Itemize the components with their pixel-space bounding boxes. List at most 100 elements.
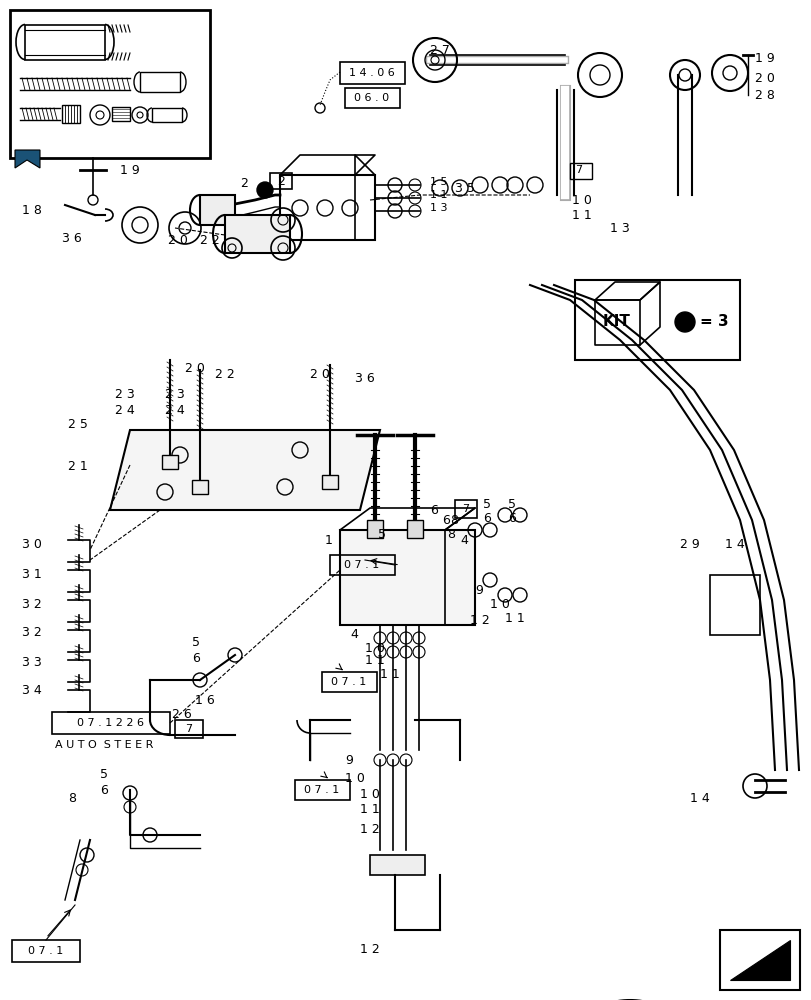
Text: 2: 2 (277, 175, 285, 188)
Bar (10, 10, 210, 158)
Bar (574, 280, 739, 360)
Text: 1 0: 1 0 (345, 772, 364, 784)
Text: 3 0: 3 0 (22, 538, 42, 552)
Text: 1 1: 1 1 (571, 209, 591, 222)
Text: 8: 8 (446, 528, 454, 542)
Bar (139, 72, 180, 92)
Text: 1: 1 (324, 534, 333, 546)
Text: 1 9: 1 9 (754, 52, 774, 65)
Text: KIT: KIT (603, 314, 630, 330)
Text: 3 1: 3 1 (22, 568, 41, 582)
Bar (175, 720, 203, 738)
Bar (112, 107, 130, 121)
Text: 2: 2 (240, 177, 247, 190)
Bar (370, 855, 424, 875)
Text: 2 0: 2 0 (168, 233, 187, 246)
Text: 1 0: 1 0 (365, 642, 384, 654)
Text: 4: 4 (350, 628, 358, 642)
Text: 2 2: 2 2 (215, 368, 234, 381)
Bar (152, 108, 182, 122)
Text: = 3: = 3 (699, 314, 727, 330)
Text: 3 2: 3 2 (22, 626, 41, 638)
Text: 6: 6 (483, 512, 491, 524)
Text: 1 2: 1 2 (470, 613, 489, 626)
Bar (294, 780, 350, 800)
Text: 2 7: 2 7 (430, 44, 449, 57)
Polygon shape (15, 150, 40, 168)
Text: 1 2: 1 2 (359, 823, 380, 836)
Text: 0 6 . 0: 0 6 . 0 (354, 93, 389, 103)
Text: 3 2: 3 2 (22, 598, 41, 611)
Text: 7: 7 (462, 504, 469, 514)
Text: 2 3: 2 3 (115, 388, 135, 401)
Polygon shape (729, 940, 789, 980)
Text: 0 7 . 1: 0 7 . 1 (304, 785, 339, 795)
Text: 0 7 . 1: 0 7 . 1 (28, 946, 63, 956)
Text: 1 3: 1 3 (609, 222, 629, 235)
Text: 2 9: 2 9 (679, 538, 699, 552)
Text: 1 1: 1 1 (430, 190, 447, 200)
Text: 8: 8 (449, 514, 457, 526)
Bar (270, 173, 292, 189)
Bar (200, 195, 234, 225)
Text: 5: 5 (100, 768, 108, 782)
Text: 1 3: 1 3 (430, 203, 447, 213)
Text: 1 0: 1 0 (571, 194, 591, 207)
Text: 1 9: 1 9 (120, 164, 139, 177)
Text: 1 2: 1 2 (360, 943, 380, 956)
Text: 2 1: 2 1 (68, 460, 88, 474)
Text: 2 0: 2 0 (185, 361, 204, 374)
Text: 5: 5 (483, 498, 491, 512)
Text: 0 7 . 1 2 2 6: 0 7 . 1 2 2 6 (77, 718, 144, 728)
Text: 5: 5 (508, 498, 515, 512)
Bar (340, 530, 474, 625)
Bar (709, 575, 759, 635)
Text: 1 1: 1 1 (365, 654, 384, 668)
Circle shape (257, 182, 272, 198)
Bar (406, 520, 423, 538)
Polygon shape (109, 430, 380, 510)
Text: 5: 5 (191, 636, 200, 650)
Bar (62, 105, 80, 123)
Bar (569, 163, 591, 179)
Text: 0 7 . 1: 0 7 . 1 (344, 560, 380, 570)
Text: 1 1: 1 1 (504, 611, 524, 624)
Text: 2 8: 2 8 (754, 89, 774, 102)
Bar (322, 672, 376, 692)
Text: 3 4: 3 4 (22, 684, 41, 696)
Bar (719, 930, 799, 990)
Text: 2 0: 2 0 (754, 72, 774, 85)
Bar (322, 475, 337, 489)
Text: 1 0: 1 0 (489, 598, 509, 611)
Text: 7: 7 (574, 165, 581, 175)
Text: 2 2: 2 2 (200, 233, 220, 246)
Text: 7: 7 (185, 724, 192, 734)
Text: 1 1: 1 1 (359, 803, 380, 816)
Text: 6: 6 (441, 514, 449, 526)
Text: 6: 6 (100, 784, 108, 796)
Bar (454, 500, 476, 518)
Text: 9: 9 (474, 584, 483, 596)
Bar (52, 712, 169, 734)
Text: 1 6: 1 6 (195, 694, 214, 706)
Text: 1 5: 1 5 (430, 177, 447, 187)
Text: 2 3: 2 3 (165, 388, 185, 401)
Bar (367, 520, 383, 538)
Text: 5: 5 (378, 528, 385, 542)
Circle shape (674, 312, 694, 332)
Text: 2 6: 2 6 (172, 708, 191, 721)
Text: 2 4: 2 4 (115, 403, 135, 416)
Text: 8: 8 (68, 791, 76, 804)
Bar (25, 25, 105, 60)
Text: 2 4: 2 4 (165, 403, 185, 416)
Text: 3 6: 3 6 (354, 371, 375, 384)
Text: 3 5: 3 5 (454, 182, 474, 195)
Text: 1 4 . 0 6: 1 4 . 0 6 (349, 68, 394, 78)
Text: A U T O  S T E E R: A U T O S T E E R (55, 740, 153, 750)
Text: 6: 6 (508, 512, 515, 524)
Text: 1 4: 1 4 (724, 538, 744, 552)
Text: 1 0: 1 0 (359, 788, 380, 801)
Text: 9: 9 (345, 754, 353, 766)
Bar (280, 175, 375, 240)
Bar (345, 88, 400, 108)
